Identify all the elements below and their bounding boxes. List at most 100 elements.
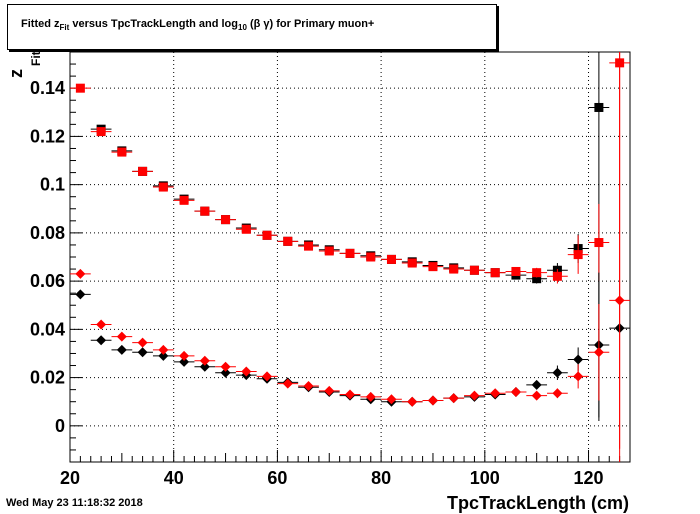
square-marker <box>552 271 562 281</box>
diamond-marker <box>573 371 584 382</box>
diamond-marker <box>469 390 480 401</box>
diamond-marker <box>510 387 521 398</box>
square-marker <box>573 250 583 260</box>
square-marker <box>428 262 438 272</box>
y-axis-title-sub: Fit <box>29 51 43 66</box>
y-axis-title-main: z <box>6 69 26 78</box>
title-sub-10: 10 <box>238 23 247 33</box>
square-marker <box>407 258 417 268</box>
diamond-marker <box>345 389 355 400</box>
data-point <box>588 203 610 282</box>
data-point <box>401 396 423 407</box>
data-point <box>152 344 174 355</box>
diamond-marker <box>116 344 127 355</box>
diamond-marker <box>220 367 231 378</box>
data-point <box>298 381 319 392</box>
square-marker <box>304 241 314 251</box>
title-mid: versus TpcTrackLength and log <box>69 18 238 30</box>
data-point <box>318 246 340 256</box>
y-tick-label: 0 <box>55 416 65 436</box>
diamond-marker <box>75 268 86 279</box>
data-point <box>70 268 91 279</box>
diamond-marker <box>552 367 563 378</box>
data-point <box>484 268 506 278</box>
diamond-marker <box>96 319 107 330</box>
data-point <box>381 394 402 405</box>
data-point <box>215 367 236 378</box>
diamond-marker <box>365 391 376 402</box>
data-point <box>90 319 112 330</box>
square-marker <box>241 224 251 234</box>
diamond-marker <box>116 331 127 342</box>
data-point <box>588 304 610 401</box>
data-point <box>70 83 91 93</box>
square-marker <box>96 127 106 137</box>
data-point <box>443 264 465 274</box>
data-point <box>215 215 236 225</box>
data-point <box>547 388 568 399</box>
series-1 <box>70 52 630 449</box>
title-suffix: (β γ) for Primary muon+ <box>246 18 375 30</box>
square-marker <box>469 265 479 275</box>
square-marker <box>138 166 148 176</box>
diamond-marker <box>427 395 438 406</box>
data-point <box>464 265 485 275</box>
y-axis-title: z Fit <box>6 51 43 78</box>
diamond-marker <box>179 350 190 361</box>
square-marker <box>532 274 542 284</box>
x-tick-label: 40 <box>164 468 184 488</box>
data-point <box>422 262 444 272</box>
square-marker <box>594 238 604 248</box>
title-prefix: Fitted z <box>21 18 60 30</box>
square-marker <box>532 268 542 278</box>
diamond-marker <box>490 388 501 399</box>
diamond-marker <box>593 347 604 358</box>
diamond-marker <box>241 366 252 377</box>
square-marker <box>179 195 189 205</box>
data-point <box>70 289 91 300</box>
y-tick-label: 0.12 <box>30 126 65 146</box>
diamond-marker <box>552 388 563 399</box>
data-point <box>90 335 112 346</box>
data-point <box>173 356 195 367</box>
data-point <box>567 235 589 274</box>
data-point <box>111 344 133 355</box>
data-point <box>318 385 340 396</box>
y-tick-label: 0.1 <box>40 175 65 195</box>
square-marker <box>511 266 521 276</box>
diamond-marker <box>137 347 148 358</box>
square-marker <box>366 252 376 262</box>
square-marker <box>117 147 127 157</box>
data-point <box>277 378 299 389</box>
diamond-marker <box>573 354 584 365</box>
data-point <box>547 269 568 284</box>
data-point <box>567 364 589 389</box>
data-point <box>360 252 382 262</box>
y-tick-label: 0.14 <box>30 78 65 98</box>
data-point <box>422 395 444 406</box>
diamond-marker <box>199 355 210 366</box>
x-tick-label: 100 <box>470 468 500 488</box>
square-marker <box>386 254 396 264</box>
square-marker <box>262 230 272 240</box>
data-point <box>111 331 133 342</box>
diamond-marker <box>158 350 169 361</box>
data-point <box>132 166 153 176</box>
data-point <box>277 236 299 246</box>
title-box: Fitted zFit versus TpcTrackLength and lo… <box>7 4 497 50</box>
data-point <box>609 52 630 462</box>
chart-title: Fitted zFit versus TpcTrackLength and lo… <box>21 18 374 32</box>
y-tick-label: 0.04 <box>30 319 65 339</box>
diamond-marker <box>407 396 418 407</box>
y-tick-label: 0.06 <box>30 271 65 291</box>
data-point <box>339 389 361 400</box>
diamond-marker <box>324 385 335 396</box>
diamond-marker <box>137 337 148 348</box>
data-point <box>360 391 382 402</box>
data-point <box>526 390 548 401</box>
square-marker <box>490 268 500 278</box>
grid-lines <box>70 52 630 462</box>
data-points <box>70 52 630 462</box>
data-point <box>298 241 319 251</box>
